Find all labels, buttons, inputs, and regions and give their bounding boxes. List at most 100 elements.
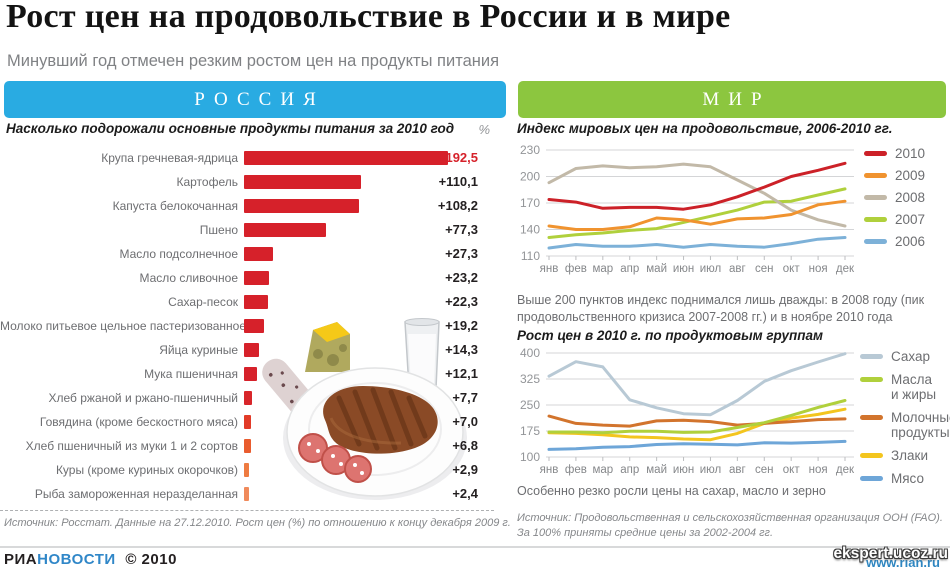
legend-item: 2007	[864, 212, 925, 227]
x-axis-tick-label: июл	[700, 464, 722, 476]
bar-value: +6,8	[452, 438, 478, 453]
x-axis-tick-label: мар	[592, 464, 613, 476]
series-line-2009	[547, 199, 847, 231]
bar	[244, 175, 361, 189]
legend-label: Мясо	[891, 471, 924, 486]
legend-swatch	[864, 151, 887, 156]
percent-unit-label: %	[478, 122, 490, 137]
legend-swatch	[860, 453, 883, 458]
brand-novosti: НОВОСТИ	[37, 551, 116, 568]
legend-swatch	[860, 415, 883, 420]
site-url[interactable]: www.rian.ru	[866, 555, 940, 570]
food-price-bar-chart: Крупа гречневая-ядрица +192,5 Картофель +11…	[0, 146, 480, 506]
steak-icon	[323, 386, 438, 454]
bar	[244, 247, 273, 261]
bar-row: Куры (кроме куриных окорочков) +2,9	[0, 458, 480, 482]
bar-category-label: Яйца куриные	[159, 343, 238, 357]
bar	[244, 415, 251, 429]
footer-divider	[0, 546, 950, 548]
x-axis-tick-label: дек	[836, 464, 855, 476]
world-index-chart-title: Индекс мировых цен на продовольствие, 20…	[517, 121, 893, 136]
bar-category-label: Масло подсолнечное	[119, 247, 238, 261]
x-axis-tick-label: сен	[755, 263, 774, 275]
legend-item: 2006	[864, 234, 925, 249]
ria-novosti-logo[interactable]: РИАНОВОСТИ © 2010	[4, 551, 177, 568]
bar	[244, 463, 249, 477]
x-axis-tick-label: мар	[592, 263, 613, 275]
bar-value: +14,3	[445, 342, 478, 357]
x-axis-tick-label: фев	[565, 263, 587, 275]
bar-row: Сахар-песок +22,3	[0, 290, 480, 314]
groups-chart-title: Рост цен в 2010 г. по продуктовым группа…	[517, 328, 823, 343]
x-axis-tick-label: июн	[673, 263, 694, 275]
legend-label: 2007	[895, 212, 926, 227]
legend-swatch	[860, 476, 883, 481]
bar-row: Яйца куриные +14,3	[0, 338, 480, 362]
x-axis-tick-label: окт	[783, 464, 801, 476]
bar	[244, 367, 257, 381]
bar-category-label: Капуста белокочанная	[112, 199, 238, 213]
bar-category-label: Крупа гречневая-ядрица	[101, 151, 238, 165]
bar-row: Хлеб пшеничный из муки 1 и 2 сортов +6,8	[0, 434, 480, 458]
series-line-злаки	[547, 407, 847, 442]
world-index-note: Выше 200 пунктов индекс поднимался лишь …	[517, 293, 925, 324]
y-axis-tick-label: 230	[520, 143, 540, 157]
series-line-2010	[547, 161, 847, 211]
x-axis-tick-label: янв	[540, 263, 559, 275]
x-axis-tick-label: июл	[700, 263, 722, 275]
y-axis-tick-label: 110	[521, 249, 540, 263]
bar-value: +22,3	[445, 294, 478, 309]
x-axis-tick-label: янв	[540, 464, 559, 476]
brand-ria: РИА	[4, 551, 38, 568]
series-line-масла-и-жиры	[547, 399, 847, 435]
series-line-2006	[547, 236, 847, 250]
bar-value: +7,7	[452, 390, 478, 405]
legend-label: Масла и жиры	[891, 372, 937, 402]
x-axis-tick-label: июн	[673, 464, 694, 476]
x-axis-tick-label: ноя	[809, 464, 828, 476]
groups-note: Особенно резко росли цены на сахар, масл…	[517, 484, 826, 498]
bar-value: +192,5	[437, 150, 478, 165]
x-axis-tick-label: ноя	[809, 263, 828, 275]
tab-world[interactable]: МИР	[518, 81, 946, 118]
bar-category-label: Мука пшеничная	[144, 367, 238, 381]
bar-category-label: Куры (кроме куриных окорочков)	[55, 463, 238, 477]
bar-category-label: Рыба замороженная неразделанная	[34, 487, 238, 501]
cheese-icon	[305, 322, 350, 372]
y-axis-tick-label: 100	[520, 450, 540, 464]
world-index-legend: 2010 2009 2008 2007 2006	[864, 146, 925, 249]
bar-row: Мука пшеничная +12,1	[0, 362, 480, 386]
legend-item: Мясо	[860, 471, 950, 486]
tab-russia[interactable]: РОССИЯ	[4, 81, 506, 118]
series-line-сахар	[547, 352, 847, 417]
bar-row: Говядина (кроме бескостного мяса) +7,0	[0, 410, 480, 434]
salami-slices-icon	[298, 433, 372, 483]
bar	[244, 439, 251, 453]
bar-row: Хлеб ржаной и ржано-пшеничный +7,7	[0, 386, 480, 410]
copyright: © 2010	[125, 551, 177, 568]
left-dashed-separator	[0, 510, 494, 511]
bar	[244, 487, 249, 501]
food-plate-photo	[262, 318, 467, 500]
y-axis-tick-label: 175	[520, 424, 540, 438]
bar-row: Крупа гречневая-ядрица +192,5	[0, 146, 480, 170]
bar	[244, 199, 359, 213]
bar-category-label: Говядина (кроме бескостного мяса)	[39, 415, 238, 429]
bar	[244, 271, 269, 285]
legend-label: 2008	[895, 190, 926, 205]
bar-value: +19,2	[445, 318, 478, 333]
y-axis-tick-label: 200	[520, 170, 540, 184]
bar	[244, 151, 448, 165]
page-subtitle: Минувший год отмечен резким ростом цен н…	[7, 52, 500, 70]
y-axis-tick-label: 250	[520, 398, 540, 412]
bar-category-label: Молоко питьевое цельное пастеризованное	[0, 319, 247, 333]
legend-swatch	[860, 354, 883, 359]
legend-item: 2010	[864, 146, 925, 161]
bar-value: +7,0	[452, 414, 478, 429]
legend-label: 2009	[895, 168, 926, 183]
legend-item: Масла и жиры	[860, 372, 950, 402]
bar-category-label: Хлеб пшеничный из муки 1 и 2 сортов	[25, 439, 238, 453]
legend-item: 2009	[864, 168, 925, 183]
russia-source-note: Источник: Росстат. Данные на 27.12.2010.…	[4, 517, 511, 529]
